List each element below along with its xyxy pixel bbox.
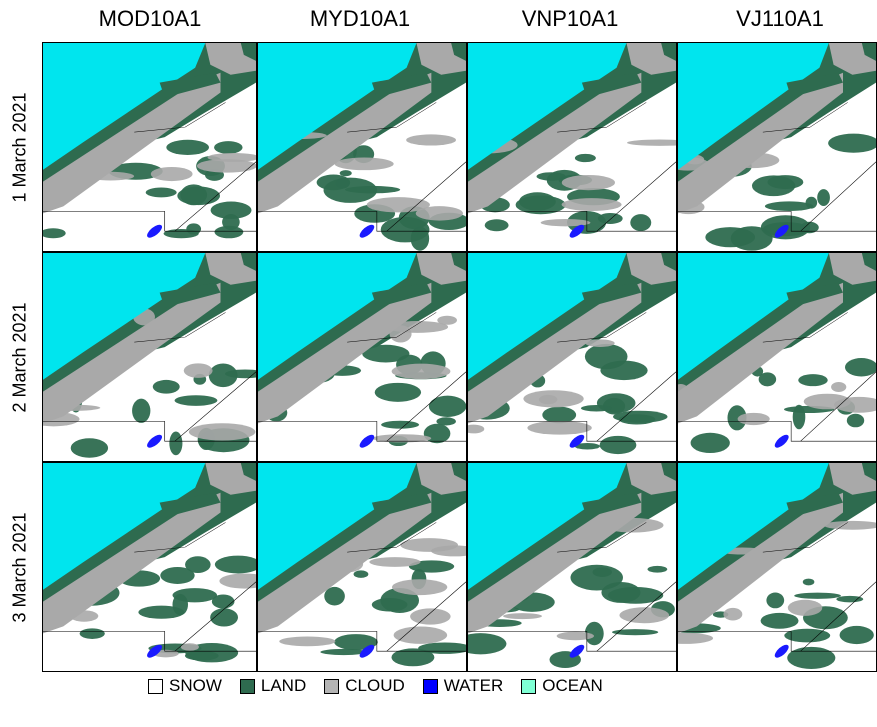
legend-label-cloud: CLOUD (345, 676, 405, 695)
map-image (468, 43, 676, 251)
legend-item-ocean: OCEAN (521, 676, 603, 696)
map-panel-mod10a1-day-2 (42, 252, 257, 462)
map-panel-vj110a1-day-2 (677, 252, 877, 462)
map-panel-mod10a1-day-1 (42, 42, 257, 252)
legend-swatch-water (422, 678, 438, 694)
column-header-mod10a1: MOD10A1 (98, 6, 202, 31)
legend-label-land: LAND (260, 676, 307, 695)
legend-item-cloud: CLOUD (324, 676, 405, 696)
map-image (468, 463, 676, 671)
legend-swatch-snow (148, 678, 163, 694)
legend-label-water: WATER (443, 676, 504, 695)
legend-label-ocean: OCEAN (542, 676, 603, 695)
legend-label-snow: SNOW (169, 676, 222, 695)
map-image (43, 43, 256, 251)
map-panel-mod10a1-day-3 (42, 462, 257, 672)
map-panel-grid (42, 42, 877, 672)
column-header-myd10a1: MYD10A1 (309, 6, 411, 31)
column-header-vnp10a1: VNP10A1 (521, 6, 619, 31)
map-image (678, 253, 876, 461)
map-panel-vj110a1-day-3 (677, 462, 877, 672)
legend-swatch-ocean (521, 678, 537, 694)
map-panel-vj110a1-day-1 (677, 42, 877, 252)
map-image (678, 43, 876, 251)
map-panel-myd10a1-day-2 (257, 252, 467, 462)
map-panel-vnp10a1-day-2 (467, 252, 677, 462)
map-image (258, 463, 466, 671)
legend-item-land: LAND (239, 676, 307, 696)
legend-item-snow: SNOW (148, 676, 222, 696)
column-header-vj110a1: VJ110A1 (736, 6, 824, 31)
row-label-day-3: 3 March 2021 (9, 511, 30, 623)
legend-swatch-cloud (324, 678, 340, 694)
map-image (258, 43, 466, 251)
map-panel-vnp10a1-day-1 (467, 42, 677, 252)
map-image (468, 253, 676, 461)
legend-swatch-land (239, 678, 255, 694)
map-image (258, 253, 466, 461)
row-label-day-2: 2 March 2021 (9, 301, 30, 413)
map-panel-myd10a1-day-3 (257, 462, 467, 672)
map-panel-vnp10a1-day-3 (467, 462, 677, 672)
legend: SNOW LAND CLOUD WATER OCEAN (148, 676, 603, 696)
row-label-day-1: 1 March 2021 (9, 91, 30, 203)
map-panel-myd10a1-day-1 (257, 42, 467, 252)
map-image (43, 463, 256, 671)
legend-item-water: WATER (422, 676, 504, 696)
map-image (43, 253, 256, 461)
map-image (678, 463, 876, 671)
